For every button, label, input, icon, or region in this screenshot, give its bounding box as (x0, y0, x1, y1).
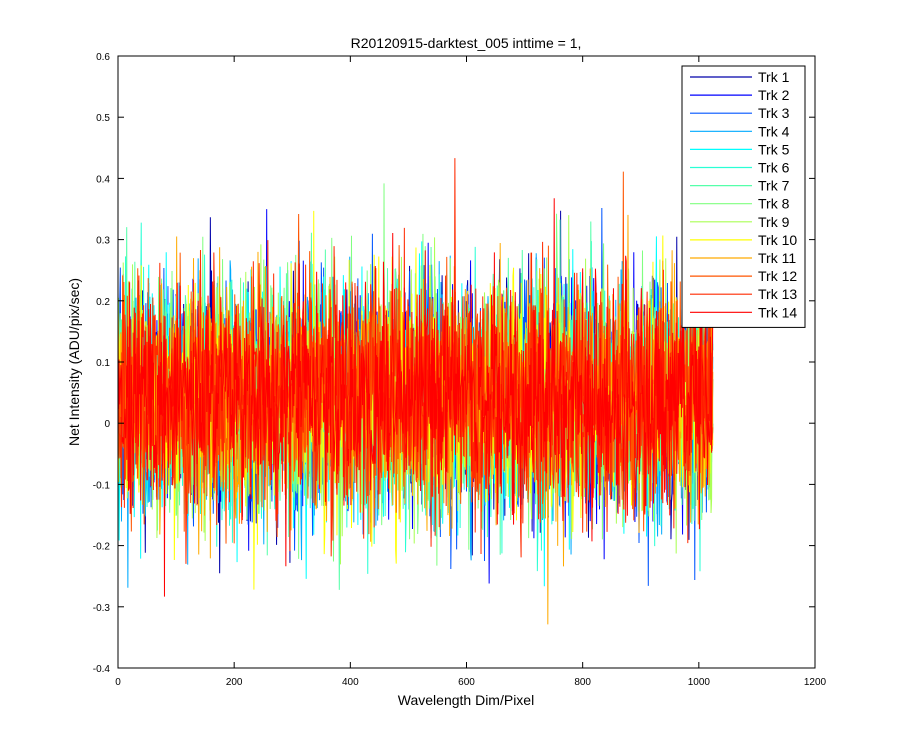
y-tick-label: 0.3 (96, 236, 110, 247)
y-tick-label: 0.6 (96, 52, 110, 63)
legend-label: Trk 10 (758, 232, 797, 248)
x-tick-label: 1000 (688, 677, 711, 688)
x-tick-label: 800 (574, 677, 591, 688)
legend-label: Trk 7 (758, 178, 790, 194)
y-axis-label: Net Intensity (ADU/pix/sec) (66, 278, 82, 446)
y-tick-label: 0.5 (96, 113, 110, 124)
x-tick-label: 200 (226, 677, 243, 688)
legend-label: Trk 5 (758, 141, 790, 157)
legend-label: Trk 9 (758, 214, 790, 230)
y-tick-label: 0.2 (96, 297, 110, 308)
legend-label: Trk 2 (758, 87, 790, 103)
y-tick-label: 0.1 (96, 358, 110, 369)
legend-box (681, 65, 806, 328)
legend-label: Trk 11 (758, 250, 796, 266)
legend-label: Trk 8 (758, 196, 790, 212)
y-tick-label: -0.1 (93, 480, 111, 491)
chart-title: R20120915-darktest_005 inttime = 1, (351, 35, 582, 51)
legend-label: Trk 4 (758, 123, 790, 139)
y-tick-label: 0.4 (96, 174, 110, 185)
legend-label: Trk 3 (758, 105, 790, 121)
x-tick-label: 600 (458, 677, 475, 688)
x-axis-label: Wavelength Dim/Pixel (398, 692, 534, 708)
x-tick-label: 0 (115, 677, 121, 688)
legend-label: Trk 6 (758, 160, 790, 176)
y-tick-label: 0 (104, 419, 110, 430)
axis-ticks: 0 200 400 600 800 1000 1200 -0.4 -0.3 -0.2 -0.1 0 0.… (93, 52, 827, 688)
series-line-trk-14 (118, 198, 714, 597)
series-lines (118, 158, 714, 625)
x-tick-label: 1200 (804, 677, 827, 688)
y-tick-label: -0.3 (93, 603, 111, 614)
legend-label: Trk 14 (758, 304, 797, 320)
x-tick-label: 400 (342, 677, 359, 688)
legend-label: Trk 12 (758, 268, 797, 284)
legend-label: Trk 13 (758, 286, 797, 302)
legend-label: Trk 1 (758, 69, 790, 85)
y-tick-label: -0.4 (93, 664, 111, 675)
y-tick-label: -0.2 (93, 542, 111, 553)
legend: Trk 1 Trk 2 Trk 3 Trk 4 Trk 5 Trk 6 Trk 7 Trk 8… (681, 65, 806, 328)
